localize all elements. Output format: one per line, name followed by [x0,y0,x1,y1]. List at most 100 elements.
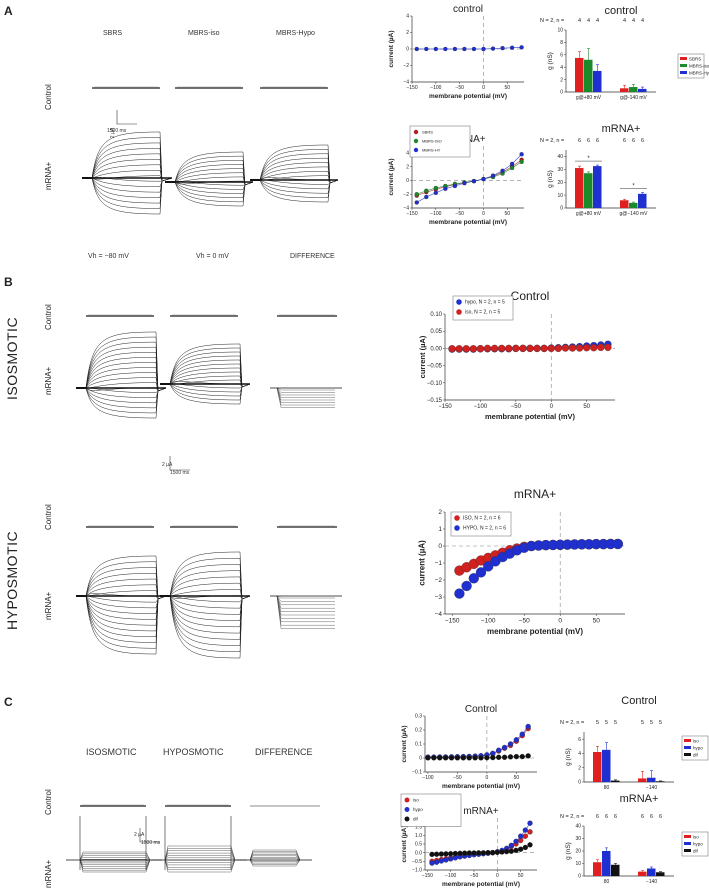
current-trace [169,383,251,405]
difference-trace [276,387,335,393]
current-trace [164,850,236,861]
y-tick-label: 0 [406,178,409,184]
current-trace [174,181,254,198]
current-trace [85,595,167,609]
data-point [554,344,562,353]
current-trace [85,595,167,649]
n-value: 6 [596,138,599,144]
current-trace [164,859,236,866]
current-trace [85,578,167,600]
legend-label: iso [693,739,699,744]
current-trace [249,857,301,861]
data-point [508,848,514,854]
category-label: g@-140 mV [620,95,647,101]
data-point [496,754,502,760]
n-value: 5 [641,720,644,726]
current-trace [91,131,173,182]
b-scale-y: 2 µA [162,462,173,468]
n-value: 6 [623,138,626,144]
legend-swatch [684,842,691,845]
current-trace [169,359,251,388]
current-trace [91,177,173,193]
current-trace [85,362,167,392]
current-trace [91,142,173,182]
x-tick-label: −150 [438,404,452,410]
current-trace [174,181,254,194]
legend-marker [404,807,410,812]
current-trace [174,164,254,186]
current-trace [91,177,173,187]
y-tick-label: 10 [557,28,563,34]
data-point [513,737,520,743]
y-tick-label: 10 [575,861,581,867]
current-trace [85,351,167,392]
current-trace [169,595,251,653]
data-point [547,344,555,353]
current-trace [79,859,151,869]
series-line [416,154,522,203]
current-trace [85,372,167,392]
data-point [505,344,513,353]
y-tick-label: −0.10 [427,381,443,387]
difference-trace [276,387,335,408]
chart-b-iv-control: Control −150 −100 −50 0 50 −0.15 −0.10 −0.05 0.00… [418,289,615,421]
bar [593,862,602,876]
data-point [483,561,494,572]
n-value: 4 [578,18,581,24]
data-point [478,755,484,761]
a-bottom-header-vh80: Vh = −80 mV [88,253,129,260]
data-point [452,183,458,189]
y-tick-label: 0 [406,47,409,53]
n-value: 5 [650,720,653,726]
bar [593,70,602,92]
current-trace [249,851,301,861]
y-axis-label: g (nS) [547,52,554,70]
current-trace [259,149,339,184]
y-tick-label: −2 [403,63,409,69]
current-trace [249,855,301,861]
data-point [513,838,519,845]
legend-marker [456,299,462,305]
current-trace [259,153,339,184]
x-tick-label: −150 [406,85,417,91]
data-point [509,45,515,50]
legend-label: iso [413,798,419,803]
current-trace [79,857,151,861]
data-point [519,159,524,164]
data-point [437,755,443,761]
legend-marker [413,129,419,135]
n-value: 6 [614,814,617,820]
y-tick-label: 20 [575,849,581,855]
current-trace [85,561,167,600]
data-point [504,848,510,855]
data-point [448,851,454,857]
data-point [575,344,584,352]
current-trace [169,551,251,600]
current-trace [85,590,167,600]
current-trace [259,157,339,184]
bar [584,173,593,208]
y-tick-label: −3 [435,594,443,601]
n-value: 5 [614,720,617,726]
c-scale-y: 2 µA [134,832,145,838]
legend-label: MBRS-iso [689,64,709,69]
difference-trace [276,595,335,599]
y-tick-label: 2 [406,164,409,170]
legend-label: HYPO, N = 2, n = 6 [463,526,506,532]
n-value: 6 [641,138,644,144]
current-trace [169,355,251,388]
legend-box [400,793,462,827]
current-trace [79,855,151,861]
legend-label: hypo, N = 2, n = 5 [465,300,505,306]
current-trace [91,159,173,182]
difference-trace [276,595,335,612]
legend-marker [413,147,419,153]
y-tick-label: 4 [578,751,581,757]
data-point [501,744,508,751]
current-trace [85,573,167,600]
y-tick-label: 4 [406,14,409,20]
y-axis-label: current (µA) [388,159,395,196]
data-point [438,851,444,857]
data-point [433,46,438,52]
